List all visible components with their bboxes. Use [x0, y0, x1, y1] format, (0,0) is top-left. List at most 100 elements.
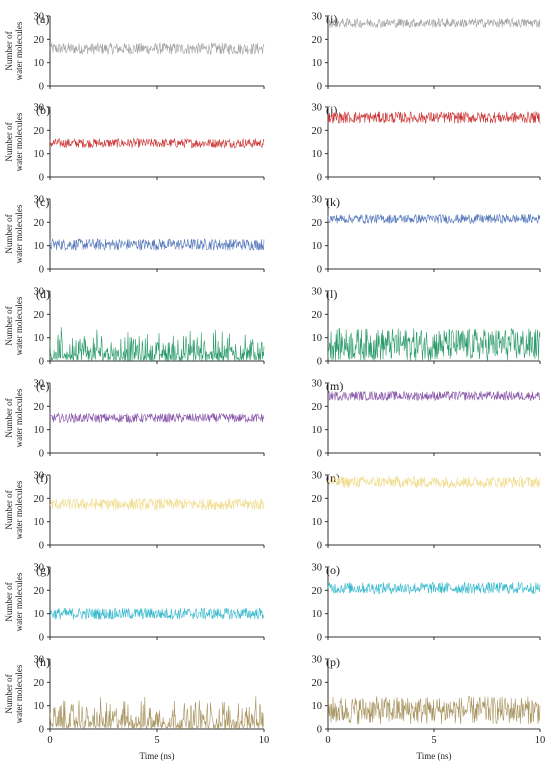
panel-h: 0 10 20 30 0 5 10 (h) Number ofwater molecules Ti…	[4, 655, 269, 762]
panel-e: 0 10 20 30(e) Number ofwater molecules	[4, 379, 265, 460]
panel-label: (n)	[326, 471, 340, 485]
y-tick-label: 10	[34, 58, 45, 69]
y-tick-label: 0	[317, 541, 322, 552]
y-tick-label: 10	[312, 701, 323, 712]
y-tick-label: 0	[317, 82, 322, 93]
y-tick-label: 30	[34, 287, 45, 298]
x-tick-label: 10	[259, 735, 270, 746]
y-tick-label: 30	[34, 195, 45, 206]
y-tick-label: 20	[312, 586, 323, 597]
y-tick-label: 10	[34, 425, 45, 436]
series-line	[49, 327, 265, 362]
y-tick-label: 30	[34, 12, 45, 23]
y-tick-label: 0	[39, 265, 44, 276]
x-tick-label: 0	[325, 735, 330, 746]
y-tick-label: 0	[317, 265, 322, 276]
y-tick-label: 10	[312, 241, 323, 252]
x-axis-label: Time (ns)	[417, 751, 452, 761]
panel-label: (a)	[36, 12, 49, 26]
panel-l: 0 10 20 30 (l)	[312, 287, 541, 368]
y-tick-label: 20	[312, 678, 323, 689]
y-axis-label: Number ofwater molecules	[4, 388, 24, 447]
y-tick-label: 30	[34, 471, 45, 482]
y-tick-label: 30	[312, 12, 323, 23]
y-tick-label: 0	[39, 357, 44, 368]
y-axis-label: Number ofwater molecules	[4, 21, 24, 80]
panel-label: (b)	[36, 103, 50, 117]
panel-label: (c)	[36, 195, 49, 209]
y-tick-label: 20	[312, 218, 323, 229]
y-tick-label: 10	[34, 241, 45, 252]
panel-label: (m)	[326, 379, 343, 393]
panel-p: 0 10 20 30 0 5 10 (p) Time (ns)	[312, 655, 546, 762]
y-tick-label: 20	[34, 35, 45, 46]
series-line	[49, 497, 265, 511]
series-line	[327, 327, 541, 361]
y-tick-label: 10	[312, 58, 323, 69]
series-line	[327, 110, 541, 124]
y-tick-label: 20	[312, 126, 323, 137]
panel-label: (f)	[36, 471, 48, 485]
x-tick-label: 0	[47, 735, 52, 746]
panel-label: (g)	[36, 563, 50, 577]
y-tick-label: 20	[312, 310, 323, 321]
panel-g: 0 10 20 30(g) Number ofwater molecules	[4, 563, 265, 644]
panel-m: 0 10 20 30 (m)	[312, 379, 541, 460]
y-tick-label: 30	[312, 287, 323, 298]
y-tick-label: 10	[34, 149, 45, 160]
y-tick-label: 0	[317, 173, 322, 184]
series-line	[49, 412, 265, 424]
x-axis-label: Time (ns)	[140, 751, 175, 761]
y-tick-label: 20	[312, 494, 323, 505]
series-line	[49, 238, 265, 252]
y-tick-label: 30	[312, 655, 323, 666]
y-tick-label: 20	[312, 35, 323, 46]
panel-a: 0 10 20 30(a) Number ofwater molecules	[4, 12, 265, 93]
x-tick-label: 5	[154, 735, 159, 746]
y-axis-label: Number ofwater molecules	[4, 112, 24, 171]
y-axis-label: Number ofwater molecules	[4, 204, 24, 263]
y-tick-label: 30	[34, 379, 45, 390]
y-tick-label: 20	[34, 126, 45, 137]
y-tick-label: 10	[34, 609, 45, 620]
series-line	[327, 213, 541, 225]
panel-label: (h)	[36, 655, 50, 669]
y-tick-label: 30	[34, 563, 45, 574]
y-tick-label: 0	[317, 725, 322, 736]
panel-label: (k)	[326, 195, 340, 209]
panel-j: 0 10 20 30 (j)	[312, 103, 541, 184]
y-tick-label: 10	[34, 333, 45, 344]
y-tick-label: 10	[312, 149, 323, 160]
panel-c: 0 10 20 30(c) Number ofwater molecules	[4, 195, 265, 276]
series-line	[327, 390, 541, 402]
y-tick-label: 20	[34, 218, 45, 229]
series-line	[327, 475, 541, 489]
y-tick-label: 30	[312, 563, 323, 574]
panel-b: 0 10 20 30(b) Number ofwater molecules	[4, 103, 265, 184]
y-tick-label: 20	[34, 494, 45, 505]
series-line	[49, 42, 265, 56]
panel-i: 0 10 20 30 (i)	[312, 12, 541, 93]
series-line	[49, 607, 265, 620]
y-tick-label: 30	[312, 103, 323, 114]
y-tick-label: 0	[317, 633, 322, 644]
y-tick-label: 0	[39, 541, 44, 552]
series-line	[49, 696, 265, 731]
series-line	[327, 581, 541, 595]
panel-label: (e)	[36, 379, 49, 393]
y-tick-label: 0	[317, 357, 322, 368]
y-axis-label: Number ofwater molecules	[4, 480, 24, 539]
y-tick-label: 30	[34, 103, 45, 114]
panel-f: 0 10 20 30(f) Number ofwater molecules	[4, 471, 265, 552]
y-tick-label: 20	[34, 310, 45, 321]
panel-k: 0 10 20 30 (k)	[312, 195, 541, 276]
panel-label: (o)	[326, 563, 340, 577]
y-tick-label: 30	[312, 379, 323, 390]
y-tick-label: 20	[34, 402, 45, 413]
panel-label: (p)	[326, 655, 340, 669]
series-line	[327, 695, 541, 725]
y-tick-label: 0	[39, 633, 44, 644]
y-tick-label: 10	[312, 609, 323, 620]
y-tick-label: 30	[312, 195, 323, 206]
